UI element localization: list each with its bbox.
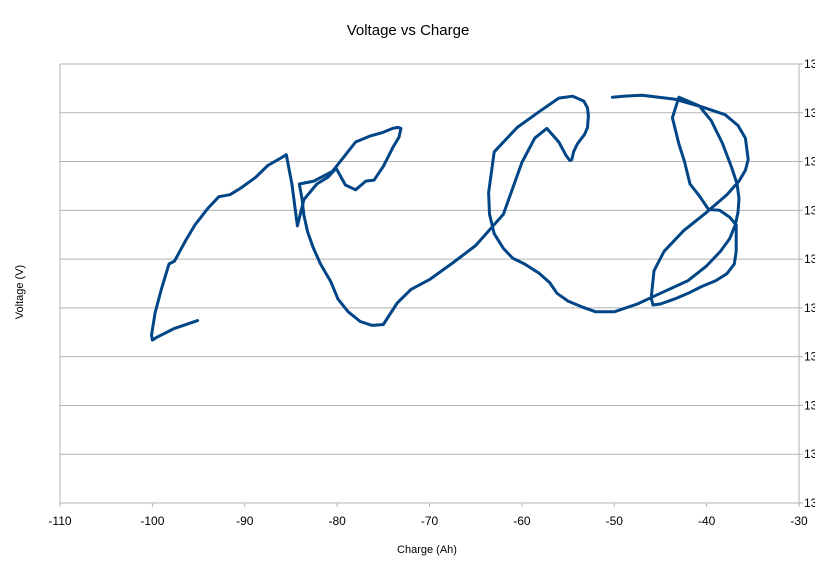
y-tick-label: 13.1 <box>804 398 815 412</box>
y-tick-label: 13.05 <box>804 447 815 461</box>
x-tick-label: -30 <box>790 514 808 528</box>
y-tick-label: 13.4 <box>804 106 815 120</box>
y-tick-label: 13.25 <box>804 252 815 266</box>
x-tick-label: -70 <box>421 514 439 528</box>
y-tick-label: 13.3 <box>804 203 815 217</box>
x-tick-labels: -110 -100 -90 -80 -70 -60 -50 -40 -30 <box>48 514 808 528</box>
x-tick-label: -110 <box>48 514 71 528</box>
y-tick-label: 13.2 <box>804 301 815 315</box>
x-tick-label: -80 <box>328 514 346 528</box>
x-tick-label: -100 <box>140 514 164 528</box>
x-axis-title: Charge (Ah) <box>397 544 457 556</box>
x-tick-label: -40 <box>698 514 716 528</box>
y-tick-label: 13.35 <box>804 155 815 169</box>
y-tick-label: 13.45 <box>804 57 815 71</box>
x-tick-label: -60 <box>513 514 531 528</box>
x-tick-label: -90 <box>236 514 254 528</box>
y-tick-label: 13.15 <box>804 350 815 364</box>
chart-title: Voltage vs Charge <box>347 22 470 39</box>
y-gridlines <box>60 63 799 504</box>
series-line-1 <box>150 93 750 342</box>
y-axis-title: Voltage (V) <box>14 265 26 319</box>
axes <box>59 63 803 507</box>
y-tick-label: 13 <box>804 496 815 510</box>
y-tick-labels: 13 13.05 13.1 13.15 13.2 13.25 13.3 13.35 13.4 13… <box>804 57 815 510</box>
data-series <box>150 93 750 342</box>
x-tick-label: -50 <box>606 514 624 528</box>
